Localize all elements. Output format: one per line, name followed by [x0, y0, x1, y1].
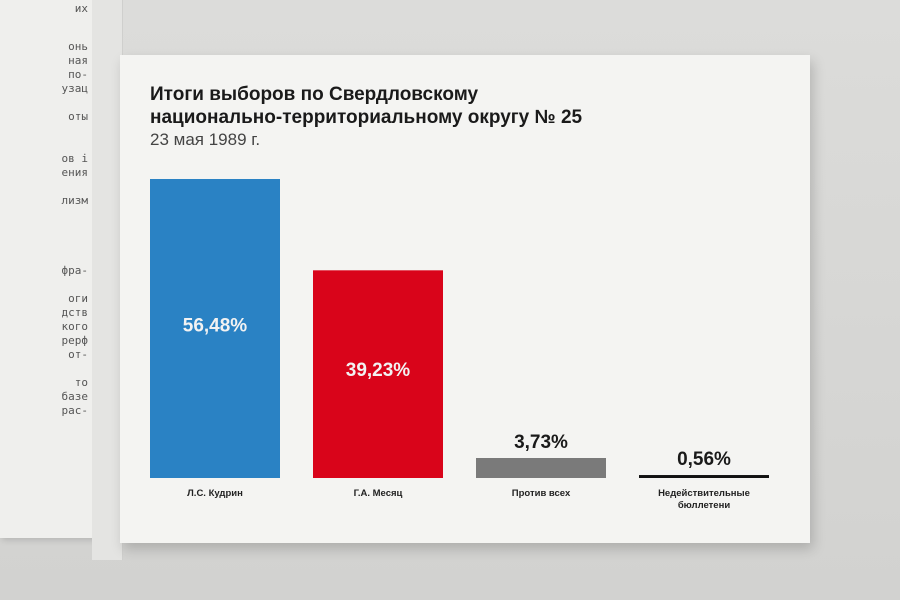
background-document-line: фра- — [61, 264, 89, 277]
background-document-line: онь — [68, 40, 88, 53]
background-document: их онь ная по-узац оты ов і ения лизм фра-оги дст… — [0, 0, 98, 538]
bar-value-label: 56,48% — [183, 315, 248, 336]
background-document-line: ная — [68, 54, 88, 67]
bar-2 — [313, 270, 443, 478]
background-document-line: кого — [61, 320, 89, 333]
bar-value-label: 3,73% — [514, 432, 568, 453]
category-label: бюллетени — [678, 500, 731, 511]
background-document-line: их — [74, 2, 88, 15]
category-label: Недействительные — [658, 488, 750, 499]
chart-title: Итоги выборов по Свердловскому националь… — [150, 83, 750, 129]
background-document-line: узац — [61, 82, 89, 95]
background-document-line: рерф — [61, 334, 89, 347]
bar-1 — [150, 179, 280, 478]
category-label: Л.С. Кудрин — [187, 488, 243, 499]
bar-4 — [639, 475, 769, 478]
background-document-line: от- — [68, 348, 88, 361]
category-label: Против всех — [512, 488, 571, 499]
background-document-frame — [92, 0, 123, 560]
background-document-line: оты — [68, 110, 88, 123]
category-label: Г.А. Месяц — [354, 488, 403, 499]
background-document-line: ов і — [61, 152, 89, 165]
bar-value-label: 39,23% — [346, 360, 411, 381]
background-document-line: базе — [61, 390, 89, 403]
bar-3 — [476, 458, 606, 478]
background-document-line: по- — [68, 68, 88, 81]
background-document-line: то — [74, 376, 88, 389]
chart-subtitle: 23 мая 1989 г. — [150, 130, 261, 149]
background-document-line: лизм — [61, 194, 89, 207]
chart-board: Итоги выборов по Свердловскому националь… — [120, 55, 810, 543]
background-document-line: дств — [61, 306, 89, 319]
background-document-line: ения — [61, 166, 89, 179]
background-document-text: их онь ная по-узац оты ов і ения лизм фра-оги дст… — [0, 0, 98, 538]
background-document-line: рас- — [61, 404, 89, 417]
bar-chart: 56,48% Л.С. Кудрин 39,23% Г.А. Месяц 3,73% Пр… — [150, 179, 769, 511]
chart-title-line: Итоги выборов по Свердловскому — [150, 84, 479, 105]
bar-value-label: 0,56% — [677, 449, 731, 470]
chart-title-line: национально-территориальному округу № 25 — [150, 107, 583, 128]
background-document-line: оги — [68, 292, 88, 305]
